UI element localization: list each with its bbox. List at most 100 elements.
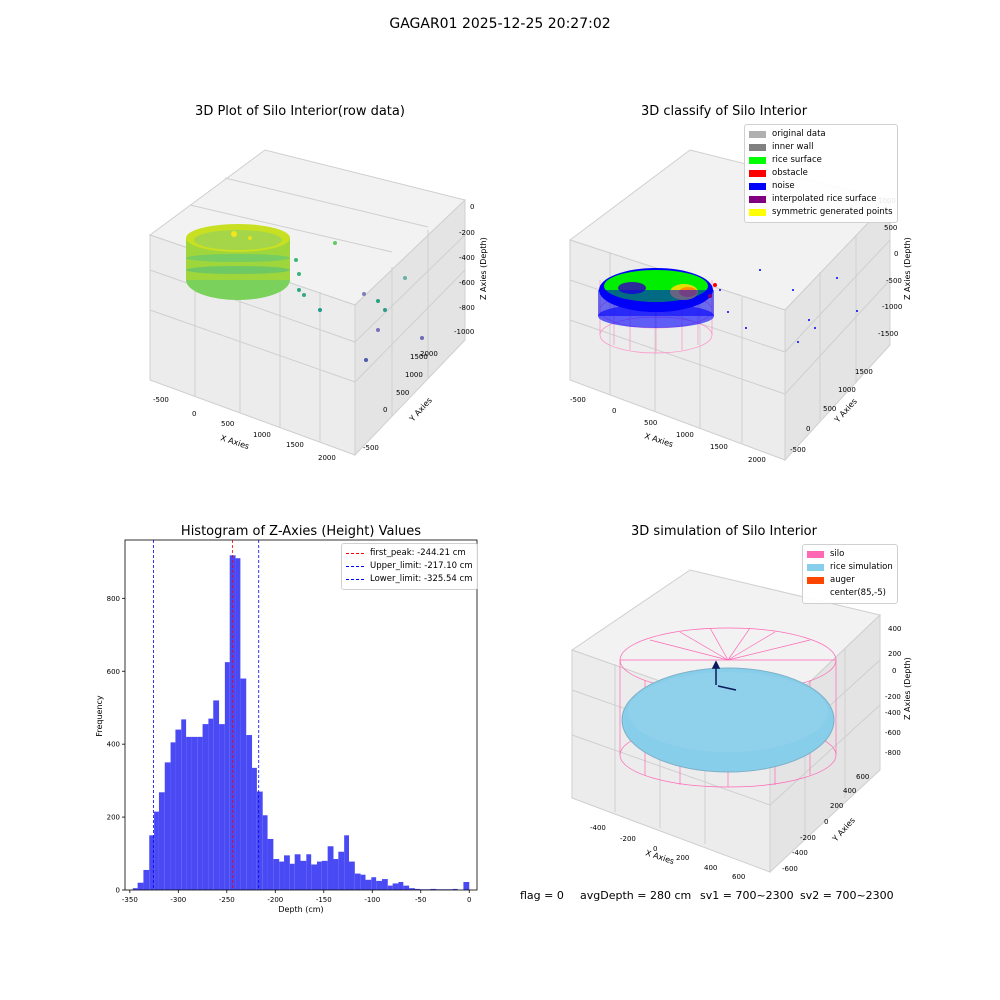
x-tick-label: -300 <box>170 896 186 904</box>
raw-ytick: 0 <box>383 406 387 414</box>
raw-ztick: 0 <box>470 203 474 211</box>
histogram-bar <box>321 860 328 890</box>
legend-label: inner wall <box>772 142 814 152</box>
histogram-bar <box>273 859 280 890</box>
x-tick-label: 0 <box>467 896 471 904</box>
raw-3d-plot: -500 0 500 1000 1500 2000 -500 0 500 100… <box>148 149 488 462</box>
legend-label: original data <box>772 129 826 139</box>
raw-ytick: 1500 <box>410 353 428 361</box>
histogram-bar <box>186 736 192 890</box>
histogram-bar <box>333 859 339 890</box>
histogram-bar <box>175 729 182 890</box>
sim-xtick: 200 <box>676 854 689 862</box>
histogram-bar <box>224 662 230 890</box>
legend-swatch <box>749 131 766 138</box>
legend-entry: inner wall <box>749 141 893 154</box>
sim-xtick: -200 <box>620 835 636 843</box>
legend-label: center(85,-5) <box>830 588 886 598</box>
x-tick-label: -100 <box>364 896 380 904</box>
classify-xtick: 500 <box>644 419 657 427</box>
histogram-bar <box>246 735 253 890</box>
classify-ytick: 500 <box>823 405 836 413</box>
classify-ztick: 500 <box>884 224 897 232</box>
histogram-bar <box>158 792 165 890</box>
sim-ytick: 400 <box>843 787 856 795</box>
histogram-bar <box>154 811 159 890</box>
sim-xlabel: X Axies <box>644 848 675 866</box>
legend-line <box>346 566 364 567</box>
histogram-bar <box>208 718 214 890</box>
x-tick-label: -50 <box>415 896 426 904</box>
sim-ytick: 600 <box>856 773 869 781</box>
classify-xtick: 0 <box>612 407 616 415</box>
raw-ytick: 500 <box>396 389 409 397</box>
legend-label: Upper_limit: -217.10 cm <box>370 561 473 571</box>
histogram-bar <box>181 719 187 890</box>
raw-outlier-points <box>294 241 424 362</box>
histogram-bar <box>284 855 290 890</box>
histogram-yticks: 0 200 400 600 800 <box>107 595 125 895</box>
legend-entry: Upper_limit: -217.10 cm <box>346 560 473 573</box>
legend-swatch <box>749 209 766 216</box>
classify-legend: original data inner wall rice surface ob… <box>744 124 898 223</box>
legend-entry: first_peak: -244.21 cm <box>346 547 473 560</box>
legend-swatch <box>807 590 824 597</box>
figure-title: GAGAR01 2025-12-25 20:27:02 <box>389 16 611 32</box>
histogram-bar <box>197 736 203 890</box>
histogram-bar <box>430 888 437 890</box>
sim-ytick: -200 <box>800 834 816 842</box>
classify-noise-points <box>719 269 858 343</box>
histogram-bar <box>311 864 317 890</box>
classify-plot-title: 3D classify of Silo Interior <box>640 104 808 119</box>
histogram-ylabel: Frequency <box>95 695 104 737</box>
raw-xtick: 1500 <box>286 441 304 449</box>
histogram-bar <box>294 854 301 890</box>
sim-ytick: 0 <box>824 818 828 826</box>
histogram-bar <box>213 700 220 890</box>
raw-xtick: 0 <box>192 410 196 418</box>
classify-xtick: 1500 <box>710 443 728 451</box>
histogram-bars <box>132 555 470 890</box>
x-tick-label: -350 <box>122 896 138 904</box>
raw-xtick: 2000 <box>318 454 336 462</box>
raw-plot-title: 3D Plot of Silo Interior(row data) <box>195 104 405 119</box>
sim-ylabel: Y Axies <box>830 816 857 844</box>
raw-ztick: -400 <box>459 254 475 262</box>
simulation-plot-title: 3D simulation of Silo Interior <box>631 524 817 539</box>
y-tick-label: 800 <box>107 595 120 603</box>
legend-swatch <box>807 551 824 558</box>
x-tick-label: -250 <box>219 896 235 904</box>
raw-zlabel: Z Axies (Depth) <box>479 237 488 300</box>
histogram-bar <box>279 861 285 890</box>
histogram-frame <box>124 539 478 891</box>
sim-ztick: -800 <box>885 749 901 757</box>
legend-entry: center(85,-5) <box>807 587 893 600</box>
legend-swatch <box>749 183 766 190</box>
histogram-bar <box>349 861 355 890</box>
simulation-auger <box>711 660 737 691</box>
legend-label: obstacle <box>772 168 808 178</box>
histogram-bar <box>262 815 268 890</box>
raw-3d-axes <box>148 149 467 457</box>
sim-ytick: -600 <box>782 865 798 873</box>
legend-label: symmetric generated points <box>772 207 893 217</box>
histogram-bar <box>300 860 307 890</box>
legend-swatch <box>749 144 766 151</box>
sim-ztick: -600 <box>885 729 901 737</box>
histogram-bar <box>289 863 295 890</box>
simulation-rice-surface <box>621 667 835 773</box>
histogram-bar <box>398 881 404 890</box>
histogram-bar <box>338 851 345 890</box>
histogram-bar <box>202 724 209 890</box>
sim-ytick: -400 <box>792 849 808 857</box>
classify-ztick: -1000 <box>882 303 902 311</box>
x-tick-label: -200 <box>267 896 283 904</box>
classify-xtick: -500 <box>570 396 586 404</box>
raw-ytick: 1000 <box>405 371 423 379</box>
legend-entry: original data <box>749 128 893 141</box>
legend-entry: silo <box>807 548 893 561</box>
histogram-bar <box>387 885 393 890</box>
status-sv1: sv1 = 700~2300 <box>700 889 794 902</box>
sim-ztick: -400 <box>885 709 901 717</box>
histogram-bar <box>306 854 312 890</box>
